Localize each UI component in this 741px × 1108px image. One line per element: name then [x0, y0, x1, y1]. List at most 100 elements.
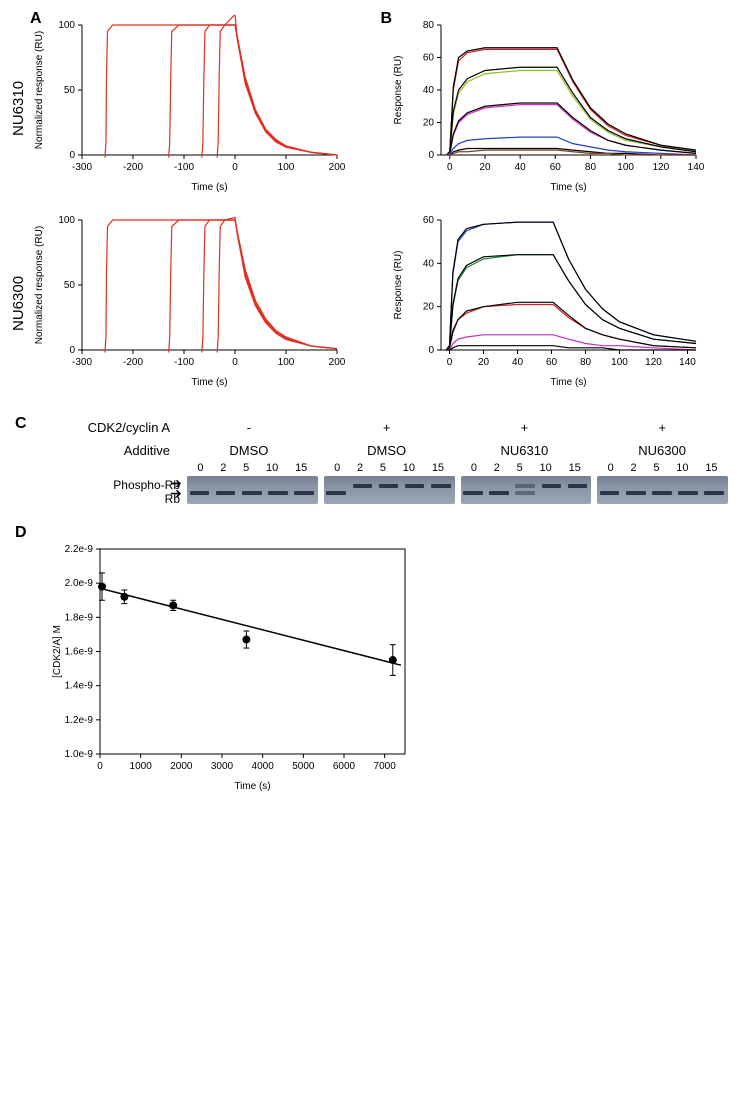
- svg-text:-300: -300: [72, 357, 92, 368]
- gel-lane-group: [597, 476, 728, 504]
- time-group: 0251015: [321, 462, 458, 474]
- gel-band-lower: [463, 491, 483, 495]
- svg-text:80: 80: [422, 20, 434, 31]
- row-ab: A NU6310 -300-200-1000100200050100Normal…: [10, 10, 731, 395]
- panel-d-label: D: [15, 524, 27, 542]
- time-point: 0: [334, 462, 340, 474]
- gel-band-lower: [294, 491, 314, 495]
- svg-text:40: 40: [511, 357, 523, 368]
- svg-text:0: 0: [232, 357, 238, 368]
- gel-band-lower: [704, 491, 724, 495]
- chart-a-bottom: -300-200-1000100200050100Normalized resp…: [27, 210, 347, 390]
- svg-text:60: 60: [545, 357, 557, 368]
- gel-band-upper: [568, 484, 588, 488]
- time-point: 2: [631, 462, 637, 474]
- time-point: 0: [471, 462, 477, 474]
- gel-band-upper: [515, 484, 535, 488]
- svg-text:80: 80: [579, 357, 591, 368]
- chart-b-top: 020406080100120140020406080Response (RU)…: [386, 15, 706, 195]
- gel-band-upper: [353, 484, 373, 488]
- panel-c: C CDK2/cyclin A -+++ Additive DMSODMSONU…: [10, 420, 731, 504]
- additive-value: DMSO: [318, 443, 456, 458]
- svg-text:-200: -200: [123, 162, 143, 173]
- svg-text:2.2e-9: 2.2e-9: [65, 544, 94, 555]
- gel-lane-group: [187, 476, 318, 504]
- time-point: 0: [197, 462, 203, 474]
- time-point: 2: [357, 462, 363, 474]
- time-group: 0251015: [594, 462, 731, 474]
- svg-text:1.6e-9: 1.6e-9: [65, 647, 94, 658]
- cdk2-value: +: [318, 420, 456, 435]
- svg-text:60: 60: [422, 215, 434, 226]
- svg-text:Time (s): Time (s): [191, 377, 227, 388]
- svg-text:50: 50: [64, 85, 76, 96]
- svg-text:100: 100: [58, 20, 75, 31]
- additive-label: Additive: [70, 443, 180, 458]
- svg-text:0: 0: [428, 150, 434, 161]
- gel-band-lower: [515, 491, 535, 495]
- additive-value: NU6300: [593, 443, 731, 458]
- svg-text:200: 200: [329, 162, 346, 173]
- svg-text:20: 20: [477, 357, 489, 368]
- cdk2-label: CDK2/cyclin A: [70, 420, 180, 435]
- cdk2-value: +: [593, 420, 731, 435]
- time-point: 5: [243, 462, 249, 474]
- time-point: 2: [494, 462, 500, 474]
- svg-text:0: 0: [232, 162, 238, 173]
- svg-text:60: 60: [422, 53, 434, 64]
- chart-d: 010002000300040005000600070001.0e-91.2e-…: [40, 534, 420, 794]
- svg-text:1.8e-9: 1.8e-9: [65, 612, 94, 623]
- svg-text:0: 0: [447, 162, 453, 173]
- svg-text:-200: -200: [123, 357, 143, 368]
- time-point: 15: [295, 462, 307, 474]
- svg-text:7000: 7000: [374, 761, 397, 772]
- svg-text:-300: -300: [72, 162, 92, 173]
- svg-text:Time (s): Time (s): [550, 182, 586, 193]
- svg-text:1.4e-9: 1.4e-9: [65, 681, 94, 692]
- svg-text:20: 20: [479, 162, 491, 173]
- time-group: 0 2 5 10 15: [184, 462, 321, 474]
- svg-text:[CDK2/A] M: [CDK2/A] M: [52, 625, 63, 678]
- svg-text:6000: 6000: [333, 761, 356, 772]
- time-point: 5: [380, 462, 386, 474]
- gel-band-lower: [268, 491, 288, 495]
- svg-text:0: 0: [69, 345, 75, 356]
- gel-band-lower: [242, 491, 262, 495]
- time-point: 2: [220, 462, 226, 474]
- svg-text:1.0e-9: 1.0e-9: [65, 749, 94, 760]
- svg-text:Response (RU): Response (RU): [393, 56, 404, 125]
- svg-text:Normalized response (RU): Normalized response (RU): [34, 31, 45, 149]
- svg-text:60: 60: [549, 162, 561, 173]
- panel-b-label: B: [381, 10, 393, 28]
- svg-text:100: 100: [617, 162, 634, 173]
- svg-text:140: 140: [687, 162, 704, 173]
- time-point: 10: [266, 462, 278, 474]
- chart-b-bottom: 0204060801001201400204060Response (RU)Ti…: [386, 210, 706, 390]
- svg-text:120: 120: [645, 357, 662, 368]
- compound-label-bottom: NU6300: [10, 228, 27, 378]
- time-point: 15: [432, 462, 444, 474]
- svg-text:40: 40: [514, 162, 526, 173]
- svg-text:120: 120: [652, 162, 669, 173]
- rb-label: Rb: [68, 492, 180, 506]
- gel-band-lower: [326, 491, 346, 495]
- svg-text:3000: 3000: [211, 761, 234, 772]
- time-point: 10: [540, 462, 552, 474]
- svg-text:Response (RU): Response (RU): [393, 251, 404, 320]
- additive-value: NU6310: [456, 443, 594, 458]
- svg-text:0: 0: [428, 345, 434, 356]
- phospho-rb-label: Phospho-Rb: [68, 478, 180, 492]
- time-point: 10: [676, 462, 688, 474]
- gel-lane-group: [324, 476, 455, 504]
- svg-text:Normalized response (RU): Normalized response (RU): [34, 226, 45, 344]
- gel-band-upper: [405, 484, 425, 488]
- svg-text:100: 100: [278, 162, 295, 173]
- svg-text:0: 0: [446, 357, 452, 368]
- svg-text:80: 80: [584, 162, 596, 173]
- time-group: 0251015: [458, 462, 595, 474]
- svg-text:Time (s): Time (s): [191, 182, 227, 193]
- svg-text:-100: -100: [174, 357, 194, 368]
- svg-text:200: 200: [329, 357, 346, 368]
- svg-text:100: 100: [58, 215, 75, 226]
- gel-lane-group: [461, 476, 592, 504]
